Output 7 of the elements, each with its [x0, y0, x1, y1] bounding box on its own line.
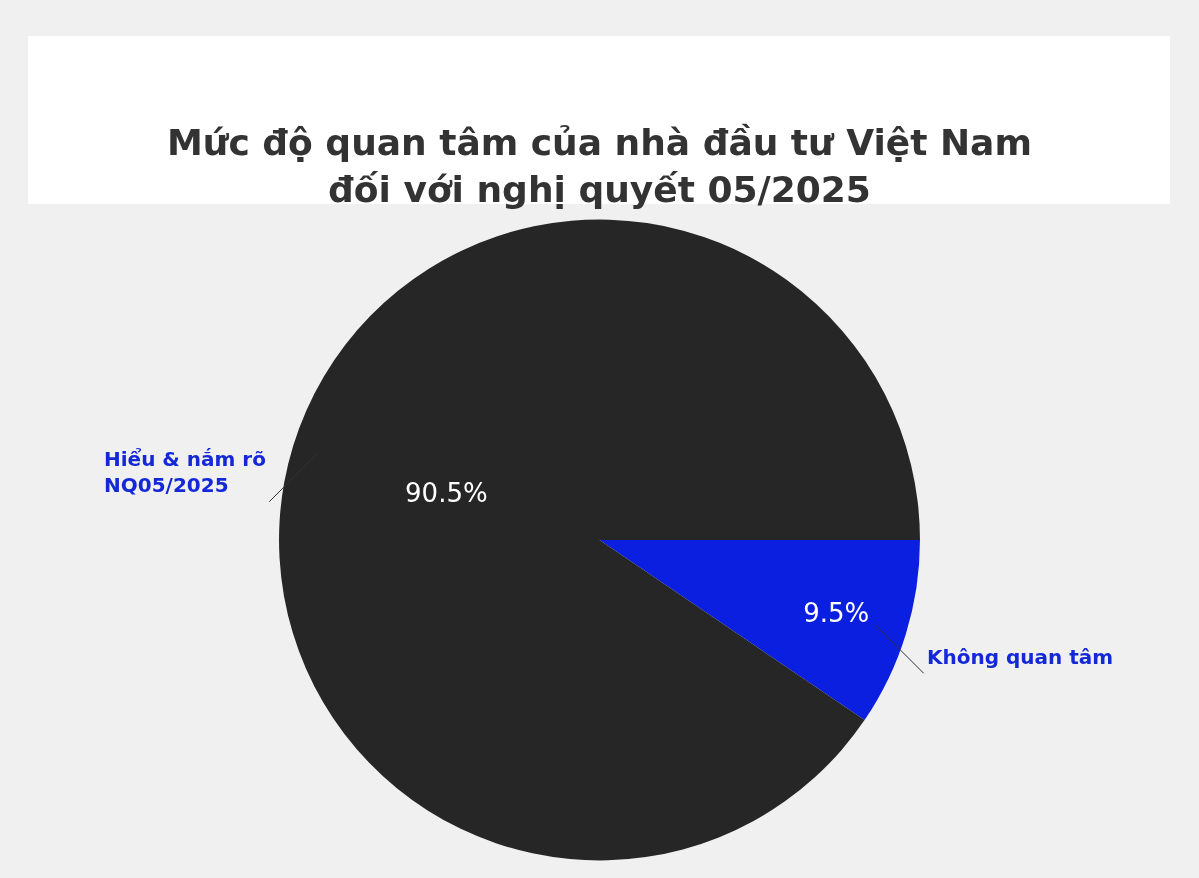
data-label: 90.5%: [405, 477, 488, 508]
slice-label: Không quan tâm: [927, 645, 1114, 669]
pie-slice: [279, 219, 920, 860]
slice-label: Hiểu & nắm rõ NQ05/2025: [104, 447, 266, 497]
data-label: 9.5%: [803, 597, 870, 628]
chart-title: Mức độ quan tâm của nhà đầu tư Việt Nam đối với nghị quyết 05/2025: [167, 122, 1032, 210]
pie-slice: [599, 539, 920, 721]
